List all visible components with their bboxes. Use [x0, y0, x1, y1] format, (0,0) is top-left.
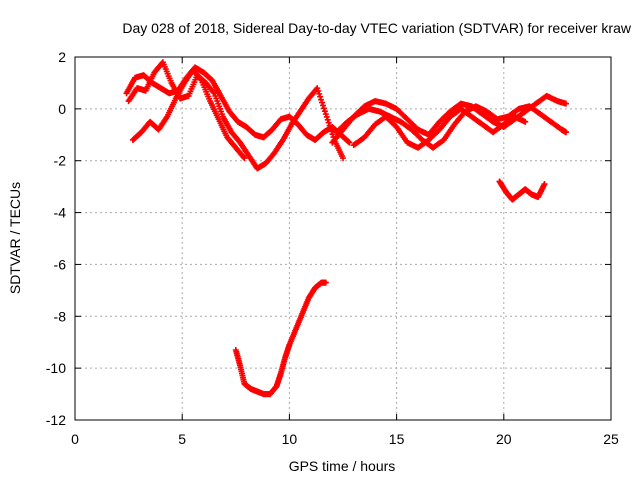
y-tick-label: -12	[46, 412, 66, 428]
data-point	[241, 155, 248, 162]
y-axis-label: SDTVAR / TECUs	[7, 182, 23, 294]
data-point	[346, 139, 353, 146]
grid-lines	[75, 57, 611, 420]
x-tick-label: 10	[282, 431, 298, 447]
data-point	[322, 111, 329, 118]
x-tick-label: 0	[71, 431, 79, 447]
series-track-b	[125, 59, 346, 172]
data-point	[324, 116, 331, 123]
series-track-c	[129, 66, 248, 162]
data-point	[522, 118, 529, 125]
axis-ticks: 0 5 10 15 20 25 -12 -10 -8 -6 -4 -2 0 2	[46, 49, 619, 447]
series-track-h	[232, 279, 329, 398]
data-point	[328, 128, 335, 135]
data-point	[340, 155, 346, 162]
series-track-g	[496, 178, 548, 203]
data-point	[315, 87, 322, 94]
data-point	[314, 85, 321, 92]
series-track-f	[350, 105, 529, 151]
data-point	[562, 100, 569, 107]
data-point	[322, 279, 329, 286]
data-point	[210, 89, 217, 96]
x-tick-label: 25	[603, 431, 619, 447]
data-point	[541, 181, 548, 188]
x-tick-label: 20	[496, 431, 512, 447]
y-tick-label: -8	[54, 308, 67, 324]
data-point	[240, 153, 247, 160]
data-point	[321, 108, 328, 115]
data-point	[329, 131, 336, 138]
plot-border	[74, 56, 612, 421]
data-point	[326, 122, 333, 129]
chart-title: Day 028 of 2018, Sidereal Day-to-day VTE…	[122, 20, 631, 36]
y-tick-label: -10	[46, 360, 66, 376]
data-point	[323, 113, 330, 120]
data-point	[197, 76, 204, 83]
data-point	[320, 105, 327, 112]
y-tick-label: 0	[58, 101, 66, 117]
data-point	[319, 102, 326, 109]
x-tick-label: 15	[389, 431, 405, 447]
data-point	[318, 96, 325, 103]
y-tick-label: -2	[54, 153, 67, 169]
data-point	[562, 129, 569, 136]
data-point	[319, 99, 326, 106]
x-tick-label: 5	[178, 431, 186, 447]
data-points	[123, 59, 569, 398]
y-tick-label: 2	[58, 49, 66, 65]
y-tick-label: -6	[54, 256, 67, 272]
y-tick-label: -4	[54, 205, 67, 221]
data-point	[327, 125, 334, 132]
x-axis-label: GPS time / hours	[289, 458, 396, 474]
data-point	[316, 90, 323, 97]
series-track-a	[123, 64, 353, 146]
data-point	[345, 138, 352, 145]
data-point	[317, 93, 324, 100]
data-point	[325, 119, 332, 126]
